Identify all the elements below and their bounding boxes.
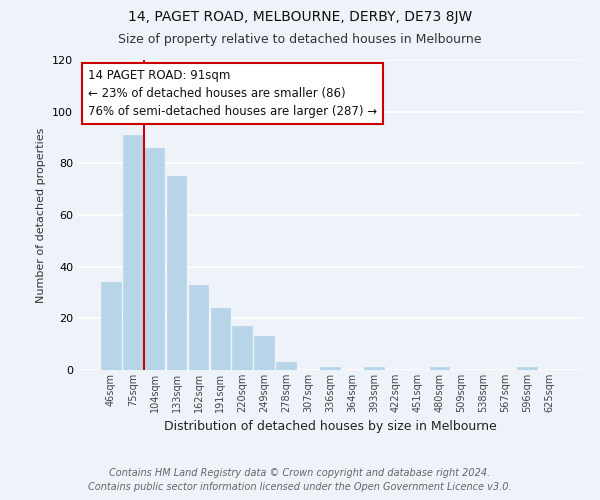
Bar — [364, 368, 384, 370]
Bar — [167, 176, 187, 370]
Bar — [254, 336, 274, 370]
Bar — [517, 368, 537, 370]
Text: Size of property relative to detached houses in Melbourne: Size of property relative to detached ho… — [118, 32, 482, 46]
Bar — [276, 362, 296, 370]
Bar — [123, 135, 143, 370]
Bar — [101, 282, 121, 370]
Bar — [188, 285, 208, 370]
Bar — [145, 148, 164, 370]
Text: 14, PAGET ROAD, MELBOURNE, DERBY, DE73 8JW: 14, PAGET ROAD, MELBOURNE, DERBY, DE73 8… — [128, 10, 472, 24]
X-axis label: Distribution of detached houses by size in Melbourne: Distribution of detached houses by size … — [164, 420, 496, 434]
Bar — [430, 368, 449, 370]
Bar — [211, 308, 230, 370]
Text: 14 PAGET ROAD: 91sqm
← 23% of detached houses are smaller (86)
76% of semi-detac: 14 PAGET ROAD: 91sqm ← 23% of detached h… — [88, 70, 377, 118]
Text: Contains HM Land Registry data © Crown copyright and database right 2024.
Contai: Contains HM Land Registry data © Crown c… — [88, 468, 512, 492]
Y-axis label: Number of detached properties: Number of detached properties — [37, 128, 46, 302]
Bar — [232, 326, 252, 370]
Bar — [320, 368, 340, 370]
